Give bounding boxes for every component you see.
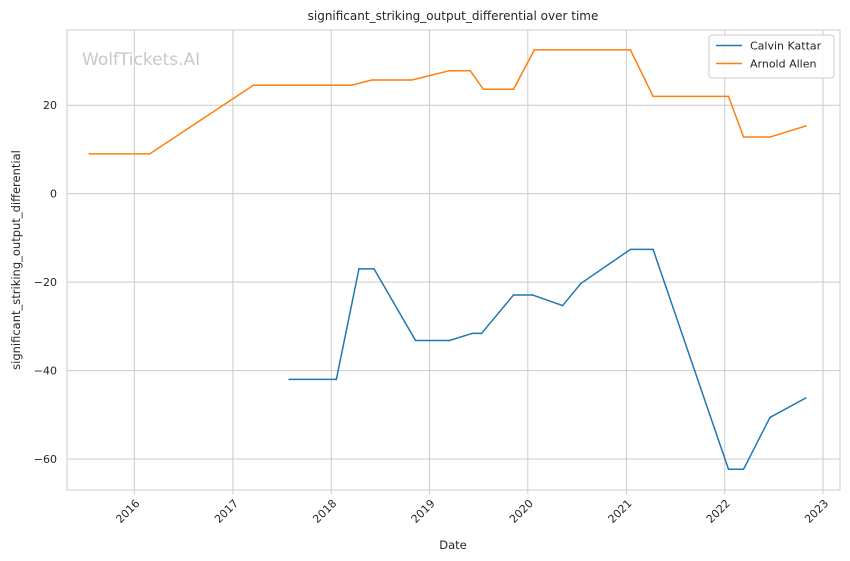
data-point-arnold-allen	[482, 88, 485, 91]
series-lines	[88, 49, 807, 471]
watermark: WolfTickets.AI	[82, 50, 200, 70]
data-point-arnold-allen	[533, 49, 536, 51]
x-tick-label: 2020	[507, 497, 536, 526]
data-point-arnold-allen	[769, 136, 771, 138]
data-point-calvin-kattar	[288, 378, 291, 381]
data-point-arnold-allen	[804, 125, 807, 127]
data-point-arnold-allen	[727, 95, 730, 98]
series-line-calvin-kattar	[288, 248, 807, 470]
y-tick-label: 0	[50, 188, 57, 201]
data-point-calvin-kattar	[335, 378, 338, 381]
data-point-calvin-kattar	[727, 468, 730, 471]
chart-title: significant_striking_output_differential…	[308, 9, 599, 23]
data-point-calvin-kattar	[358, 268, 360, 270]
data-point-calvin-kattar	[742, 468, 745, 471]
data-point-calvin-kattar	[580, 282, 582, 285]
x-tick-label: 2018	[310, 497, 339, 526]
legend: Calvin Kattar Arnold Allen	[708, 34, 835, 79]
data-point-calvin-kattar	[480, 332, 483, 335]
y-tick-label: −40	[34, 365, 57, 378]
data-point-arnold-allen	[448, 69, 451, 72]
data-point-calvin-kattar	[373, 268, 375, 270]
y-tick-label: −20	[34, 276, 57, 289]
plot-area-border	[66, 29, 841, 491]
data-point-arnold-allen	[742, 136, 745, 138]
x-axis: 2016 2017 2018 2019 2020 2021 2022 2023	[113, 490, 831, 526]
data-point-calvin-kattar	[471, 332, 473, 335]
data-point-arnold-allen	[148, 153, 151, 155]
x-tick-label: 2023	[802, 497, 831, 526]
data-point-arnold-allen	[469, 69, 472, 72]
data-point-calvin-kattar	[804, 397, 807, 399]
y-axis: −60 −40 −20 0 20	[34, 99, 57, 466]
y-tick-label: 20	[43, 99, 57, 112]
grid	[67, 30, 840, 490]
x-tick-label: 2016	[113, 497, 142, 526]
data-point-arnold-allen	[629, 49, 632, 51]
data-point-arnold-allen	[410, 79, 413, 81]
legend-label-calvin-kattar: Calvin Kattar	[750, 40, 822, 53]
x-tick-label: 2021	[606, 497, 635, 526]
data-point-arnold-allen	[652, 95, 654, 98]
x-tick-label: 2019	[409, 497, 438, 526]
y-axis-title: significant_striking_output_differential	[9, 150, 23, 370]
legend-label-arnold-allen: Arnold Allen	[750, 58, 816, 71]
data-point-calvin-kattar	[629, 248, 632, 251]
data-point-calvin-kattar	[531, 294, 534, 296]
data-point-calvin-kattar	[561, 304, 564, 307]
data-point-calvin-kattar	[512, 294, 515, 296]
y-tick-label: −60	[34, 453, 57, 466]
data-point-calvin-kattar	[414, 339, 417, 342]
data-point-arnold-allen	[371, 79, 373, 81]
data-point-arnold-allen	[88, 153, 91, 155]
x-tick-label: 2017	[212, 497, 241, 526]
data-point-calvin-kattar	[769, 416, 771, 419]
x-axis-title: Date	[439, 538, 467, 552]
data-point-arnold-allen	[350, 84, 353, 87]
data-point-calvin-kattar	[448, 339, 451, 342]
data-point-arnold-allen	[252, 84, 255, 87]
data-point-calvin-kattar	[652, 248, 654, 251]
x-tick-label: 2022	[704, 497, 733, 526]
data-point-arnold-allen	[512, 88, 515, 91]
